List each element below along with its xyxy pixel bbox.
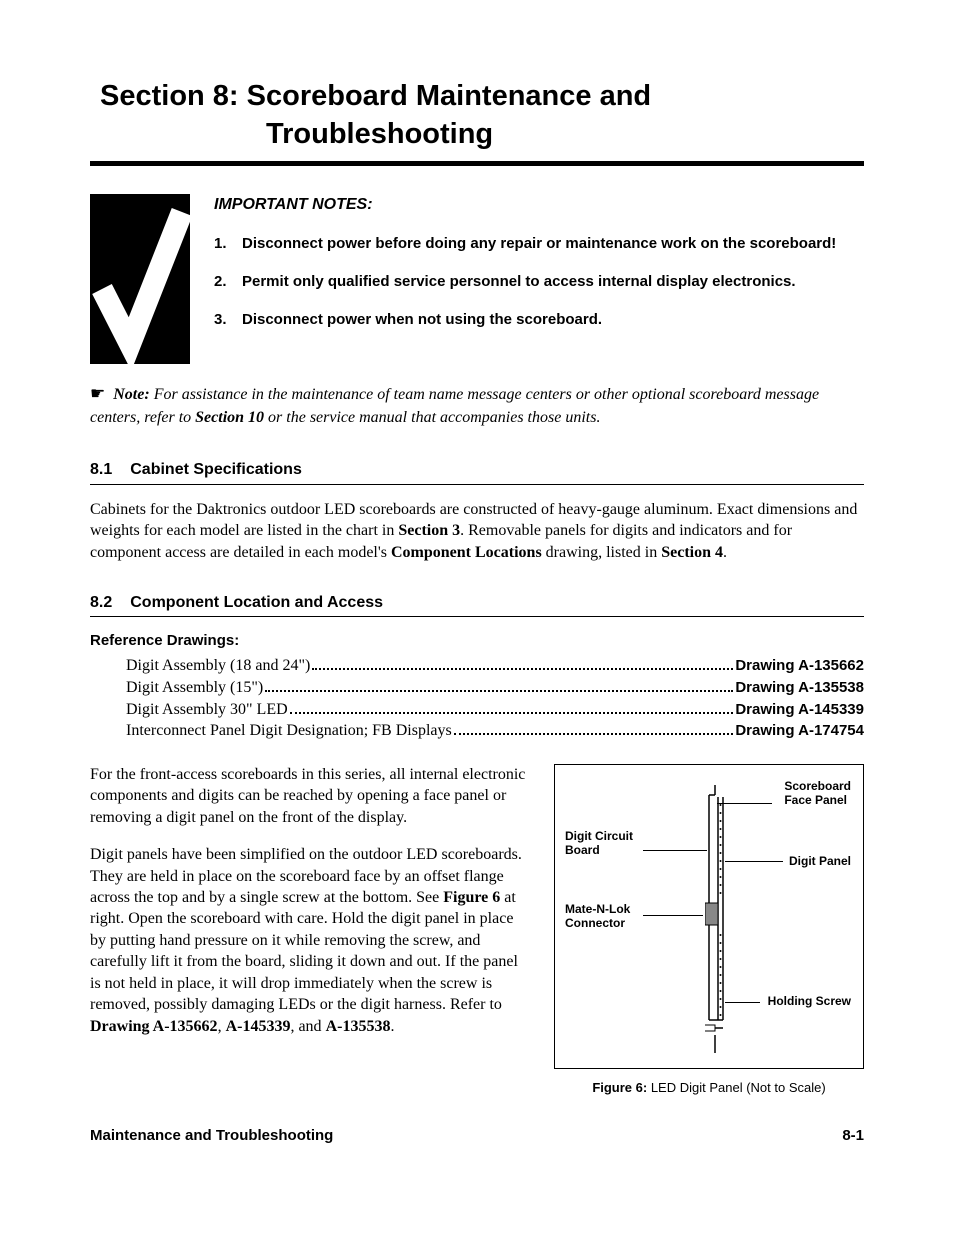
fig-label-digit-panel: Digit Panel <box>789 855 851 869</box>
two-column-section: For the front-access scoreboards in this… <box>90 764 864 1097</box>
figure-caption: Figure 6: LED Digit Panel (Not to Scale) <box>554 1079 864 1097</box>
section-title: Section 8: Scoreboard Maintenance and Tr… <box>90 78 864 153</box>
subsection-title: Component Location and Access <box>130 592 383 614</box>
notes-heading: IMPORTANT NOTES: <box>214 194 836 216</box>
reference-drawings-list: Digit Assembly (18 and 24") Drawing A-13… <box>126 655 864 741</box>
left-text-column: For the front-access scoreboards in this… <box>90 764 532 1053</box>
cabinet-spec-paragraph: Cabinets for the Daktronics outdoor LED … <box>90 499 864 564</box>
subsection-number: 8.1 <box>90 459 112 481</box>
footer-left: Maintenance and Troubleshooting <box>90 1126 333 1146</box>
leader-dots <box>265 678 733 692</box>
subsection-8-2-heading: 8.2 Component Location and Access <box>90 592 864 618</box>
fig-label-digit-board: Digit CircuitBoard <box>565 830 633 858</box>
pointing-hand-icon: ☛ <box>90 384 105 403</box>
left-paragraph-2: Digit panels have been simplified on the… <box>90 844 532 1037</box>
title-rule <box>90 161 864 166</box>
note-item: 2.Permit only qualified service personne… <box>214 272 836 292</box>
subsection-number: 8.2 <box>90 592 112 614</box>
subsection-title: Cabinet Specifications <box>130 459 302 481</box>
fig-label-screw: Holding Screw <box>768 995 851 1009</box>
title-line-1: Section 8: Scoreboard Maintenance and <box>100 80 651 112</box>
left-paragraph-1: For the front-access scoreboards in this… <box>90 764 532 828</box>
fig-label-face-panel: ScoreboardFace Panel <box>784 780 851 808</box>
subsection-8-1-heading: 8.1 Cabinet Specifications <box>90 459 864 485</box>
reference-row: Digit Assembly 30" LED Drawing A-145339 <box>126 699 864 721</box>
leader-dots <box>454 721 734 735</box>
note-paragraph: ☛ Note: For assistance in the maintenanc… <box>90 382 864 429</box>
important-notes-block: IMPORTANT NOTES: 1.Disconnect power befo… <box>90 194 864 364</box>
checkmark-icon <box>90 194 190 364</box>
page-footer: Maintenance and Troubleshooting 8-1 <box>90 1126 864 1146</box>
note-item: 3.Disconnect power when not using the sc… <box>214 310 836 330</box>
figure-6: ScoreboardFace Panel Digit CircuitBoard … <box>554 764 864 1097</box>
notes-list: 1.Disconnect power before doing any repa… <box>214 234 836 331</box>
title-line-2: Troubleshooting <box>100 116 864 154</box>
reference-row: Digit Assembly (15") Drawing A-135538 <box>126 677 864 699</box>
leader-dots <box>312 656 733 670</box>
reference-row: Digit Assembly (18 and 24") Drawing A-13… <box>126 655 864 677</box>
digit-panel-diagram <box>705 785 735 1055</box>
reference-drawings-heading: Reference Drawings: <box>90 631 864 651</box>
note-item: 1.Disconnect power before doing any repa… <box>214 234 836 254</box>
leader-dots <box>290 699 734 713</box>
reference-row: Interconnect Panel Digit Designation; FB… <box>126 720 864 742</box>
fig-label-connector: Mate-N-LokConnector <box>565 903 630 931</box>
footer-right: 8-1 <box>842 1126 864 1146</box>
figure-frame: ScoreboardFace Panel Digit CircuitBoard … <box>554 764 864 1069</box>
